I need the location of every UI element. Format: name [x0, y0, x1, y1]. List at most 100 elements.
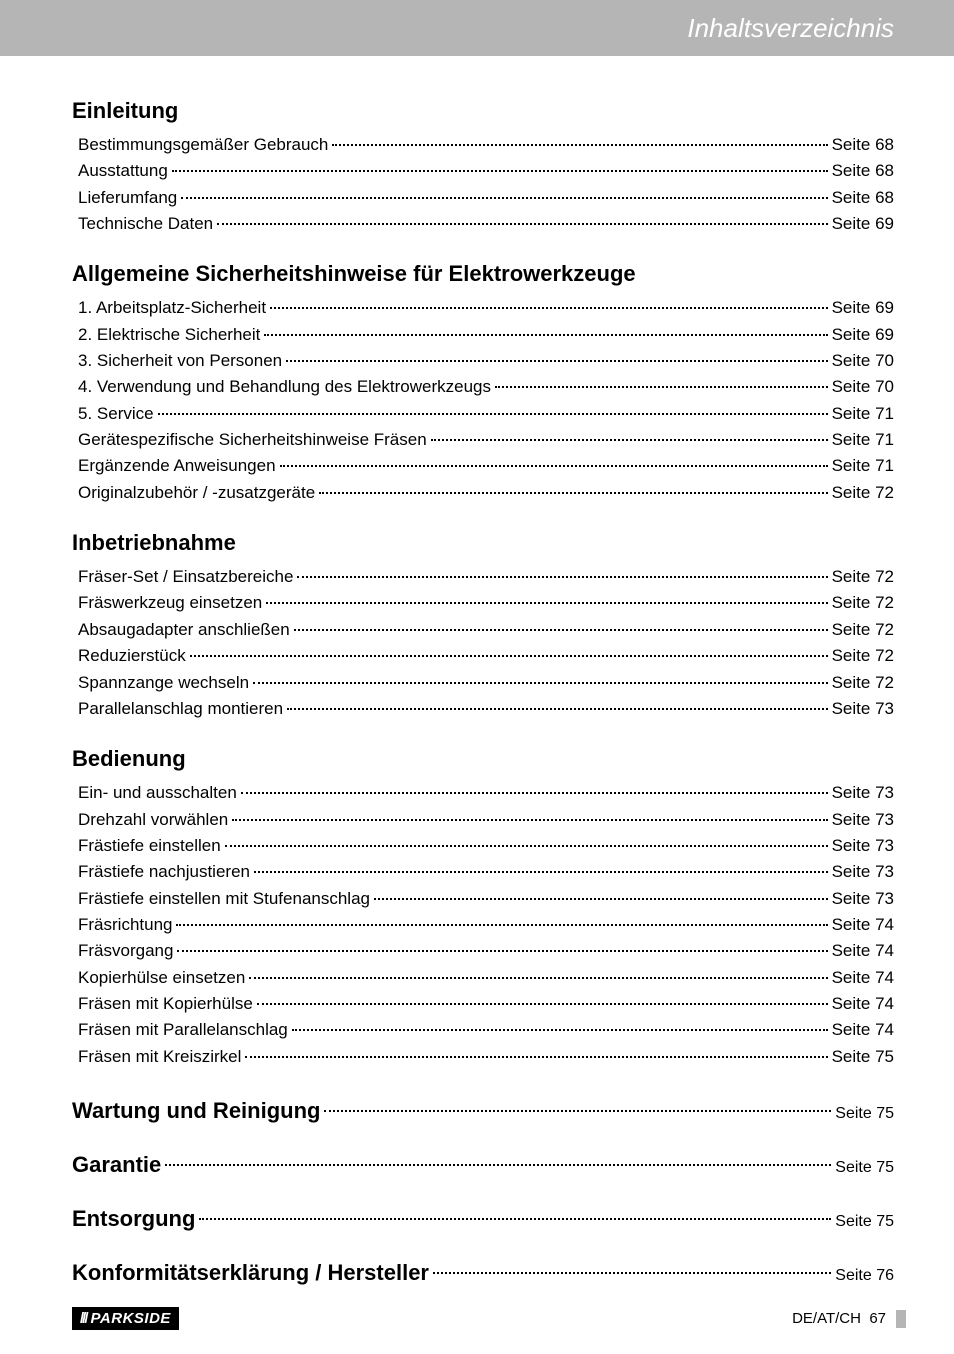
toc-line: Ausstattung Seite 68: [78, 158, 894, 184]
toc-label: 2. Elektrische Sicherheit: [78, 322, 260, 348]
toc-line: Fräsrichtung Seite 74: [78, 912, 894, 938]
toc-content: Einleitung Bestimmungsgemäßer GebrauchSe…: [0, 56, 954, 1286]
toc-page: Seite 72: [832, 643, 894, 669]
footer: /// PARKSIDE DE/AT/CH 67: [72, 1307, 906, 1330]
toc-dots: [257, 1003, 828, 1005]
toc-label: Gerätespezifische Sicherheitshinweise Fr…: [78, 427, 427, 453]
toc-dots: [297, 576, 827, 578]
toc-page: Seite 74: [832, 1017, 894, 1043]
toc-page: Seite 72: [832, 480, 894, 506]
toc-page: Seite 75: [832, 1044, 894, 1070]
toc-dots: [254, 871, 828, 873]
heading-line-entsorgung: Entsorgung Seite 75: [72, 1206, 894, 1232]
toc-label: Fräsen mit Kopierhülse: [78, 991, 253, 1017]
toc-line: Fräsen mit Kopierhülse Seite 74: [78, 991, 894, 1017]
toc-label: Ausstattung: [78, 158, 168, 184]
toc-page: Seite 74: [832, 991, 894, 1017]
toc-line: Fräswerkzeug einsetzenSeite 72: [78, 590, 894, 616]
toc-dots: [319, 492, 827, 494]
toc-label: Fräser-Set / Einsatzbereiche: [78, 564, 293, 590]
toc-label: Spannzange wechseln: [78, 670, 249, 696]
section-heading-einleitung: Einleitung: [72, 98, 894, 124]
toc-page: Seite 73: [832, 833, 894, 859]
toc-dots: [280, 465, 828, 467]
toc-label: 5. Service: [78, 401, 154, 427]
toc-line: 4. Verwendung und Behandlung des Elektro…: [78, 374, 894, 400]
toc-page: Seite 74: [832, 912, 894, 938]
toc-dots: [199, 1218, 831, 1220]
toc-dots: [225, 845, 828, 847]
toc-line: Ein- und ausschalten Seite 73: [78, 780, 894, 806]
toc-line: Technische Daten Seite 69: [78, 211, 894, 237]
section-heading-bedienung: Bedienung: [72, 746, 894, 772]
heading-line-wartung: Wartung und ReinigungSeite 75: [72, 1098, 894, 1124]
toc-line: Frästiefe nachjustieren Seite 73: [78, 859, 894, 885]
toc-label: Bestimmungsgemäßer Gebrauch: [78, 132, 328, 158]
toc-page: Seite 71: [832, 401, 894, 427]
toc-page: Seite 68: [832, 185, 894, 211]
toc-page: Seite 74: [832, 965, 894, 991]
toc-dots: [266, 602, 827, 604]
toc-page: Seite 72: [832, 617, 894, 643]
toc-line: Bestimmungsgemäßer GebrauchSeite 68: [78, 132, 894, 158]
toc-dots: [287, 708, 828, 710]
toc-label: Reduzierstück: [78, 643, 186, 669]
toc-dots: [158, 413, 828, 415]
toc-page: Seite 69: [832, 322, 894, 348]
toc-dots: [495, 386, 828, 388]
toc-label: Drehzahl vorwählen: [78, 807, 228, 833]
toc-dots: [190, 655, 828, 657]
toc-dots: [264, 334, 827, 336]
toc-label: Wartung und Reinigung: [72, 1098, 320, 1124]
toc-label: Fräsvorgang: [78, 938, 173, 964]
header-bar: Inhaltsverzeichnis: [0, 0, 954, 56]
toc-page: Seite 75: [835, 1213, 894, 1231]
toc-label: Frästiefe nachjustieren: [78, 859, 250, 885]
toc-label: Fräsen mit Parallelanschlag: [78, 1017, 288, 1043]
toc-page: Seite 68: [832, 158, 894, 184]
toc-dots: [374, 898, 828, 900]
toc-line: Reduzierstück Seite 72: [78, 643, 894, 669]
toc-dots: [241, 792, 828, 794]
toc-line: Kopierhülse einsetzen Seite 74: [78, 965, 894, 991]
toc-page: Seite 71: [832, 427, 894, 453]
toc-dots: [177, 950, 827, 952]
heading-line-konformitaet: Konformitätserklärung / HerstellerSeite …: [72, 1260, 894, 1286]
toc-label: 3. Sicherheit von Personen: [78, 348, 282, 374]
toc-label: Technische Daten: [78, 211, 213, 237]
toc-label: 4. Verwendung und Behandlung des Elektro…: [78, 374, 491, 400]
toc-dots: [324, 1110, 831, 1112]
footer-page-num: 67: [869, 1310, 886, 1327]
toc-label: 1. Arbeitsplatz-Sicherheit: [78, 295, 266, 321]
toc-page: Seite 69: [832, 211, 894, 237]
toc-line: Fräsen mit KreiszirkelSeite 75: [78, 1044, 894, 1070]
toc-line: Gerätespezifische Sicherheitshinweise Fr…: [78, 427, 894, 453]
toc-page: Seite 71: [832, 453, 894, 479]
toc-page: Seite 72: [832, 590, 894, 616]
toc-dots: [286, 360, 827, 362]
toc-line: Fräsen mit Parallelanschlag Seite 74: [78, 1017, 894, 1043]
toc-label: Originalzubehör / -zusatzgeräte: [78, 480, 315, 506]
toc-line: 5. Service Seite 71: [78, 401, 894, 427]
toc-label: Entsorgung: [72, 1206, 195, 1232]
logo-text: PARKSIDE: [91, 1310, 171, 1327]
toc-page: Seite 70: [832, 374, 894, 400]
toc-dots: [217, 223, 827, 225]
toc-label: Ein- und ausschalten: [78, 780, 237, 806]
logo-stripes-icon: ///: [80, 1310, 87, 1327]
toc-page: Seite 73: [832, 696, 894, 722]
toc-label: Lieferumfang: [78, 185, 177, 211]
toc-dots: [332, 144, 827, 146]
toc-page: Seite 73: [832, 807, 894, 833]
toc-dots: [253, 682, 828, 684]
toc-dots: [294, 629, 828, 631]
toc-label: Fräsrichtung: [78, 912, 172, 938]
toc-label: Ergänzende Anweisungen: [78, 453, 276, 479]
toc-page: Seite 73: [832, 859, 894, 885]
header-title: Inhaltsverzeichnis: [687, 13, 894, 44]
toc-dots: [165, 1164, 831, 1166]
toc-page: Seite 73: [832, 780, 894, 806]
toc-line: Spannzange wechselnSeite 72: [78, 670, 894, 696]
heading-line-garantie: GarantieSeite 75: [72, 1152, 894, 1178]
toc-label: Kopierhülse einsetzen: [78, 965, 245, 991]
